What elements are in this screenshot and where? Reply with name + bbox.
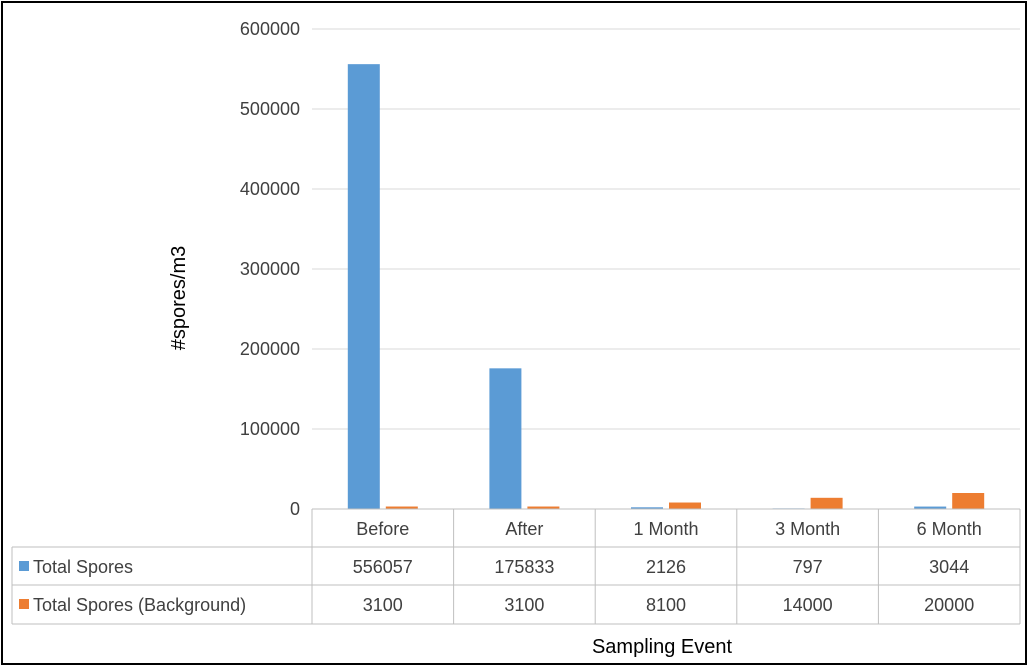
data-label: 556057 (353, 557, 413, 577)
x-tick-label: 1 Month (633, 519, 698, 539)
data-label: 175833 (494, 557, 554, 577)
x-tick-label: 3 Month (775, 519, 840, 539)
bar-total-spores (347, 64, 380, 509)
legend-entry: Total Spores (Background) (33, 595, 246, 615)
bar-total-spores (914, 506, 947, 509)
data-label: 3100 (363, 595, 403, 615)
y-tick-label: 300000 (240, 259, 300, 279)
data-label: 14000 (783, 595, 833, 615)
bars (347, 64, 985, 509)
gridlines (312, 28, 1020, 430)
x-tick-label: 6 Month (917, 519, 982, 539)
x-axis-title: Sampling Event (592, 636, 733, 658)
data-label: 2126 (646, 557, 686, 577)
y-tick-label: 400000 (240, 179, 300, 199)
bar-total-spores (489, 368, 522, 509)
data-label: 20000 (924, 595, 974, 615)
data-label: 3100 (504, 595, 544, 615)
data-label: 8100 (646, 595, 686, 615)
y-tick-label: 0 (290, 499, 300, 519)
bar-total-spores-background (527, 506, 560, 509)
y-axis-title: #spores/m3 (168, 246, 190, 351)
y-tick-label: 200000 (240, 339, 300, 359)
bar-total-spores-background (385, 506, 418, 509)
data-label: 797 (793, 557, 823, 577)
legend-swatch (19, 561, 29, 571)
bar-total-spores-background (669, 502, 701, 509)
bar-total-spores (631, 507, 663, 509)
x-tick-label: After (505, 519, 543, 539)
legend-swatch (19, 599, 29, 609)
data-label: 3044 (929, 557, 969, 577)
y-tick-label: 500000 (240, 99, 300, 119)
y-axis-ticks: 0 100000 200000 300000 400000 500000 600000 (240, 19, 300, 519)
bar-total-spores-background (952, 493, 985, 509)
y-tick-label: 600000 (240, 19, 300, 39)
data-table: Before After 1 Month 3 Month 6 Month Total Sp… (11, 508, 1021, 625)
bar-total-spores-background (810, 497, 843, 509)
x-tick-label: Before (356, 519, 409, 539)
legend-entry: Total Spores (33, 557, 133, 577)
y-tick-label: 100000 (240, 419, 300, 439)
